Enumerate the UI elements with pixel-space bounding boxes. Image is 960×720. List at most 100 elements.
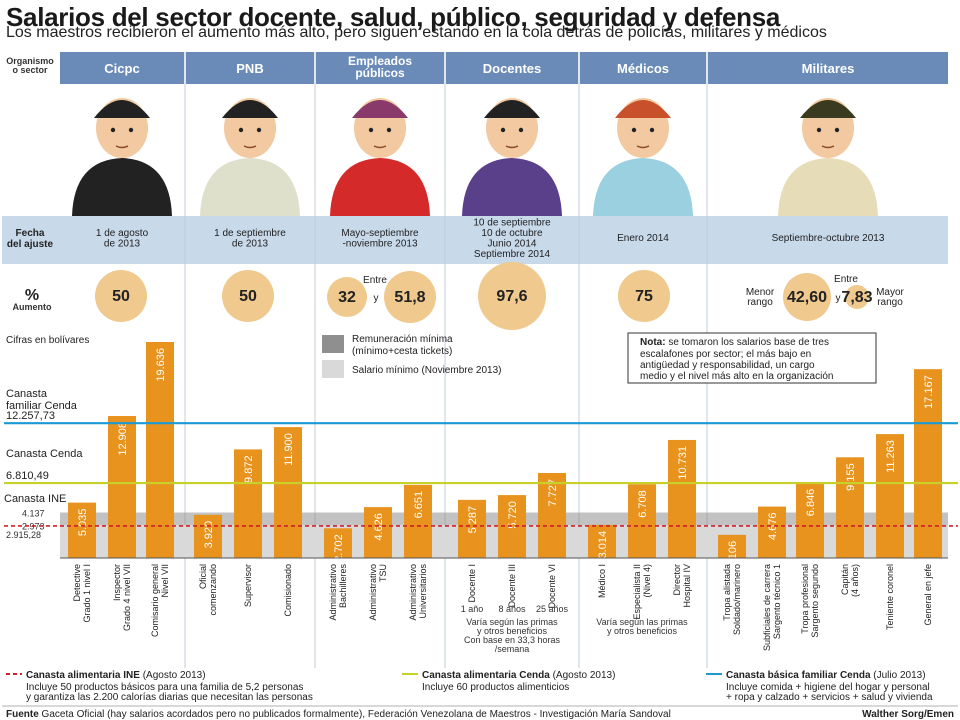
bar-value-label: 9.872 [243, 455, 255, 483]
bar-value-label: 6.846 [805, 489, 817, 517]
person-illustration [593, 158, 693, 216]
footer-legend-text: Incluye comida + higiene del hogar y per… [726, 682, 930, 693]
person-hair [352, 100, 408, 118]
bar [538, 473, 566, 558]
person-eye [386, 127, 392, 133]
category-label: Tropa profesional [800, 564, 810, 634]
bar [364, 507, 392, 558]
category-label: Oficial [198, 564, 208, 589]
category-label: Bachilleres [338, 564, 348, 609]
years-label: 1 año [461, 604, 484, 614]
person-eye [238, 127, 244, 133]
footer-legend-text: Incluye 50 productos básicos para una fa… [26, 682, 303, 693]
reference-line-value: 12.257,73 [6, 410, 55, 422]
person-eye [500, 127, 506, 133]
sector-name: Cicpc [104, 61, 139, 76]
and-label: y [836, 293, 841, 304]
nota-text: Nota: se tomaron los salarios base de tr… [640, 337, 829, 348]
person-eye [649, 127, 655, 133]
sector-header [316, 52, 444, 84]
between-label: Entre [834, 274, 858, 285]
between-label: Entre [363, 275, 387, 286]
bar-value-label: 6.651 [413, 491, 425, 519]
bar-value-label: 19.636 [155, 348, 167, 382]
category-label: (Nivel 4) [642, 564, 652, 598]
category-label: Grado 4 nivel VII [122, 564, 132, 631]
adjustment-date: Enero 2014 [617, 233, 669, 244]
adjustment-date: 10 de octubre [481, 228, 543, 239]
increase-circle [618, 270, 670, 322]
bar-value-label: 6.708 [637, 490, 649, 518]
bar [796, 482, 824, 558]
adjustment-date: Septiembre 2014 [474, 249, 551, 260]
sector-name: Militares [802, 61, 855, 76]
bar-value-label: 3.014 [597, 531, 609, 559]
adjustment-date: 10 de septiembre [473, 217, 551, 228]
increase-circle [845, 285, 869, 309]
category-label: Especialista II [632, 564, 642, 620]
increase-value: 51,8 [394, 289, 425, 306]
bar [108, 416, 136, 558]
category-label: General en jefe [923, 564, 933, 626]
bar [668, 439, 696, 558]
max-range-label: rango [877, 297, 903, 308]
reference-line-value: 2.915,28 [6, 530, 41, 540]
adjustment-date: 1 de septiembre [214, 228, 286, 239]
bar [324, 528, 352, 558]
and-label: y [374, 293, 379, 304]
sector-header [446, 52, 578, 84]
increase-value: 7,83 [841, 289, 872, 306]
category-label: Universitarios [418, 564, 428, 619]
footer-legend-text: + ropa y calzado + servicios + salud y v… [726, 692, 933, 703]
increase-circle [478, 262, 546, 330]
person-mouth [373, 145, 387, 149]
sector-name: Médicos [617, 61, 669, 76]
nota-text: medio y el nivel más alto en la organiza… [640, 371, 833, 382]
bar-value-label: 5.287 [467, 506, 479, 534]
sector-name: Empleados [348, 54, 412, 68]
person-hair [800, 100, 856, 118]
person-illustration [462, 158, 562, 216]
category-label: Comisario general [150, 564, 160, 637]
legend-label-remuneracion: (mínimo+cesta tickets) [352, 346, 452, 357]
person-mouth [115, 145, 129, 149]
bar-value-label: 5.720 [507, 501, 519, 529]
bar [758, 506, 786, 558]
category-label: Inspector [112, 564, 122, 601]
increase-circle [95, 270, 147, 322]
increase-value: 32 [338, 289, 356, 306]
bar-value-label: 11.900 [283, 433, 295, 466]
reference-line-label: Canasta [6, 388, 48, 400]
bar [146, 342, 174, 558]
medico-note: y otros beneficios [607, 626, 678, 636]
page-subtitle: Los maestros recibieron el aumento más a… [6, 24, 827, 41]
min-range-label: Menor [746, 287, 775, 298]
sector-name: Docentes [483, 61, 542, 76]
person-eye [816, 127, 822, 133]
bar-value-label: 12.908 [117, 422, 129, 456]
page-title: Salarios del sector docente, salud, públ… [6, 2, 781, 32]
person-hair [222, 100, 278, 118]
row-label-fecha: del ajuste [7, 239, 54, 250]
sector-header [708, 52, 948, 84]
adjustment-date: -noviembre 2013 [342, 238, 417, 249]
reference-line-label: familiar Cenda [6, 400, 78, 412]
reference-line-value: 6.810,49 [6, 470, 49, 482]
bar-value-label: 9.155 [845, 463, 857, 491]
category-label: Sargento segundo [810, 564, 820, 638]
years-label: 8 años [498, 604, 526, 614]
bar-value-label: 2.702 [333, 534, 345, 562]
category-label: Director [672, 564, 682, 596]
legend-label-remuneracion: Remuneración mínima [352, 334, 453, 345]
bar [588, 524, 616, 558]
increase-circle [327, 277, 367, 317]
category-label: Detective [72, 564, 82, 602]
category-label: Supervisor [243, 564, 253, 607]
credit-text: Walther Sorg/Emen [862, 709, 954, 720]
increase-value: 75 [635, 288, 653, 305]
person-illustration [200, 158, 300, 216]
increase-value: 50 [112, 288, 130, 305]
footer-legend-text: y garantiza las 2.200 calorías diarias q… [26, 692, 313, 703]
cifras-label: Cifras en bolívares [6, 335, 89, 346]
legend-swatch-salario [322, 360, 344, 378]
